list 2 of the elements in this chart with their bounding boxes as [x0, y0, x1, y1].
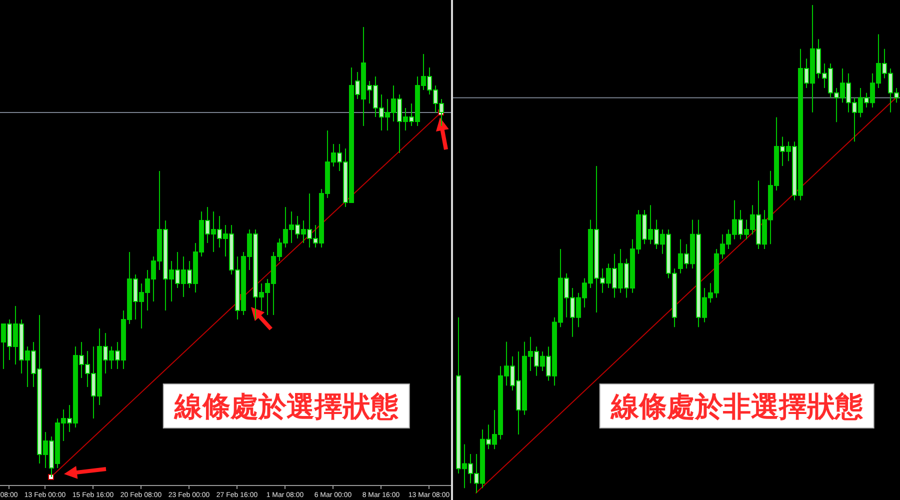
- annotation: 線條處於選擇狀態: [173, 390, 400, 424]
- annotation: 線條處於非選擇狀態: [610, 390, 864, 424]
